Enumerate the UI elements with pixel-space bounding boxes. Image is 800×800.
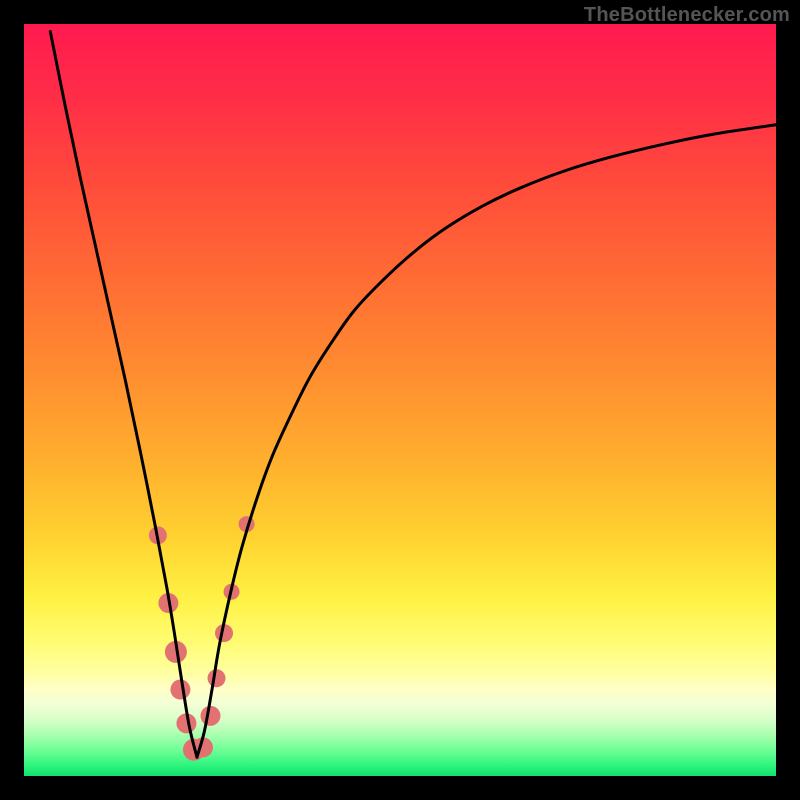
data-marker: [170, 680, 190, 700]
data-marker: [201, 706, 221, 726]
chart-container: TheBottlenecker.com: [0, 0, 800, 800]
bottleneck-chart: [0, 0, 800, 800]
data-marker: [208, 669, 226, 687]
plot-background: [24, 24, 776, 776]
watermark-text: TheBottlenecker.com: [584, 4, 790, 27]
